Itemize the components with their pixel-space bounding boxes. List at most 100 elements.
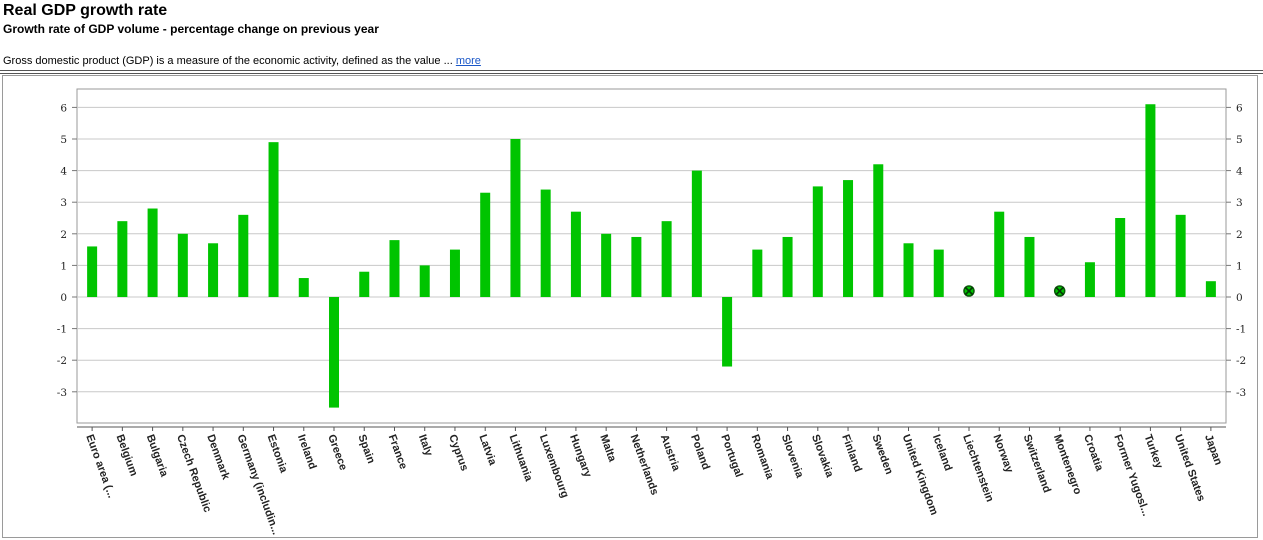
bar [480,192,491,297]
x-tick-label: Estonia [265,433,290,475]
bar [1205,281,1216,297]
bar [1145,104,1156,298]
y-tick-label-right: -2 [1236,355,1246,367]
bar [601,233,612,297]
x-tick-label: Slovenia [779,433,806,480]
chart-subtitle: Growth rate of GDP volume - percentage c… [3,22,379,36]
bar [1115,218,1126,297]
divider-top [0,70,1263,71]
y-tick-label-right: 3 [1236,197,1243,209]
more-link[interactable]: more [455,55,481,67]
bar [147,208,158,297]
x-tick-label: Switzerland [1021,433,1053,495]
x-tick-label: Romania [749,433,776,482]
bar [873,164,884,297]
bar [661,221,672,297]
bar [238,214,249,297]
missing-value-cross [1055,286,1065,296]
bar [177,233,188,297]
y-tick-label-right: -1 [1236,324,1246,336]
bar [449,249,460,297]
divider-bottom [0,73,1263,74]
y-tick-label-left: -1 [57,324,67,336]
bar-chart: 6 6 5 5 4 4 3 3 2 2 1 1 0 0 -1 -1 -2 -2 -3 -3 Euro area (...… [57,88,1246,536]
y-tick-label-left: 1 [60,260,67,272]
x-tick-label: Finland [839,433,864,474]
x-tick-label: Spain [355,433,377,466]
y-tick-label-right: 0 [1236,292,1243,304]
bar [117,221,128,297]
x-tick-label: Turkey [1142,433,1166,471]
chart-panel: 6 6 5 5 4 4 3 3 2 2 1 1 0 0 -1 -1 -2 -2 -3 -3 Euro area (...… [2,75,1258,538]
y-tick-label-right: 5 [1236,134,1243,146]
x-tick-label: Sweden [869,433,895,476]
bar [843,180,854,297]
x-tick-label: France [386,433,410,471]
y-tick-label-left: 6 [60,102,67,114]
bar [994,211,1005,297]
x-tick-label: Netherlands [628,433,661,497]
x-tick-label: Norway [990,433,1015,475]
bar [419,265,430,297]
bar [812,186,823,297]
x-tick-label: Iceland [930,433,954,473]
y-tick-label-left: 4 [60,166,67,178]
x-tick-label: Latvia [476,433,498,468]
bar [903,243,914,297]
y-tick-label-right: 4 [1236,166,1243,178]
x-tick-label: Poland [688,433,712,472]
bar [298,278,309,297]
description: Gross domestic product (GDP) is a measur… [3,55,481,67]
bar [329,297,340,408]
x-tick-label: Bulgaria [144,433,171,479]
x-tick-label: Malta [597,433,618,464]
x-tick-label: Euro area (... [83,433,117,500]
bar [87,246,98,297]
y-tick-label-right: 1 [1236,260,1243,272]
y-tick-label-left: 0 [60,292,67,304]
x-tick-label: Slovakia [809,433,836,480]
x-tick-label: Japan [1202,433,1224,467]
bar [933,249,944,297]
bar [510,139,521,297]
bar [359,271,370,297]
bar [540,189,551,297]
description-text: Gross domestic product (GDP) is a measur… [3,55,453,67]
x-tick-label: Croatia [1081,433,1106,474]
x-tick-label: Greece [325,433,349,472]
y-tick-label-left: 5 [60,134,67,146]
x-tick-label: Italy [416,433,435,459]
bar [752,249,763,297]
x-tick-label: Liechtenstein [960,433,996,504]
x-tick-label: Montenegro [1051,433,1084,497]
x-tick-label: Hungary [567,433,594,480]
x-tick-label: Denmark [204,433,232,482]
bar [631,236,642,297]
x-tick-label: Ireland [295,433,319,471]
bar [1024,236,1035,297]
x-tick-label: Cyprus [446,433,470,473]
y-tick-label-left: 3 [60,197,67,209]
bar [570,211,581,297]
x-tick-label: Lithuania [507,433,535,484]
bar [1084,262,1095,297]
bar [691,170,702,297]
missing-value-cross [964,286,974,296]
x-tick-label: Luxembourg [537,433,571,500]
y-tick-label-left: -2 [57,355,67,367]
chart-title: Real GDP growth rate [3,2,168,19]
bar [722,297,733,367]
y-tick-label-left: 2 [60,229,67,241]
y-tick-label-left: -3 [57,387,67,399]
bar [389,240,400,297]
plot-frame [76,88,1227,424]
y-tick-label-right: 2 [1236,229,1243,241]
x-tick-label: United States [1172,433,1207,503]
y-tick-label-right: 6 [1236,102,1243,114]
y-tick-label-right: -3 [1236,387,1246,399]
bar [782,236,793,297]
bar [1175,214,1186,297]
bar [268,142,279,297]
x-tick-label: Austria [658,433,683,474]
x-tick-label: Belgium [114,433,140,478]
